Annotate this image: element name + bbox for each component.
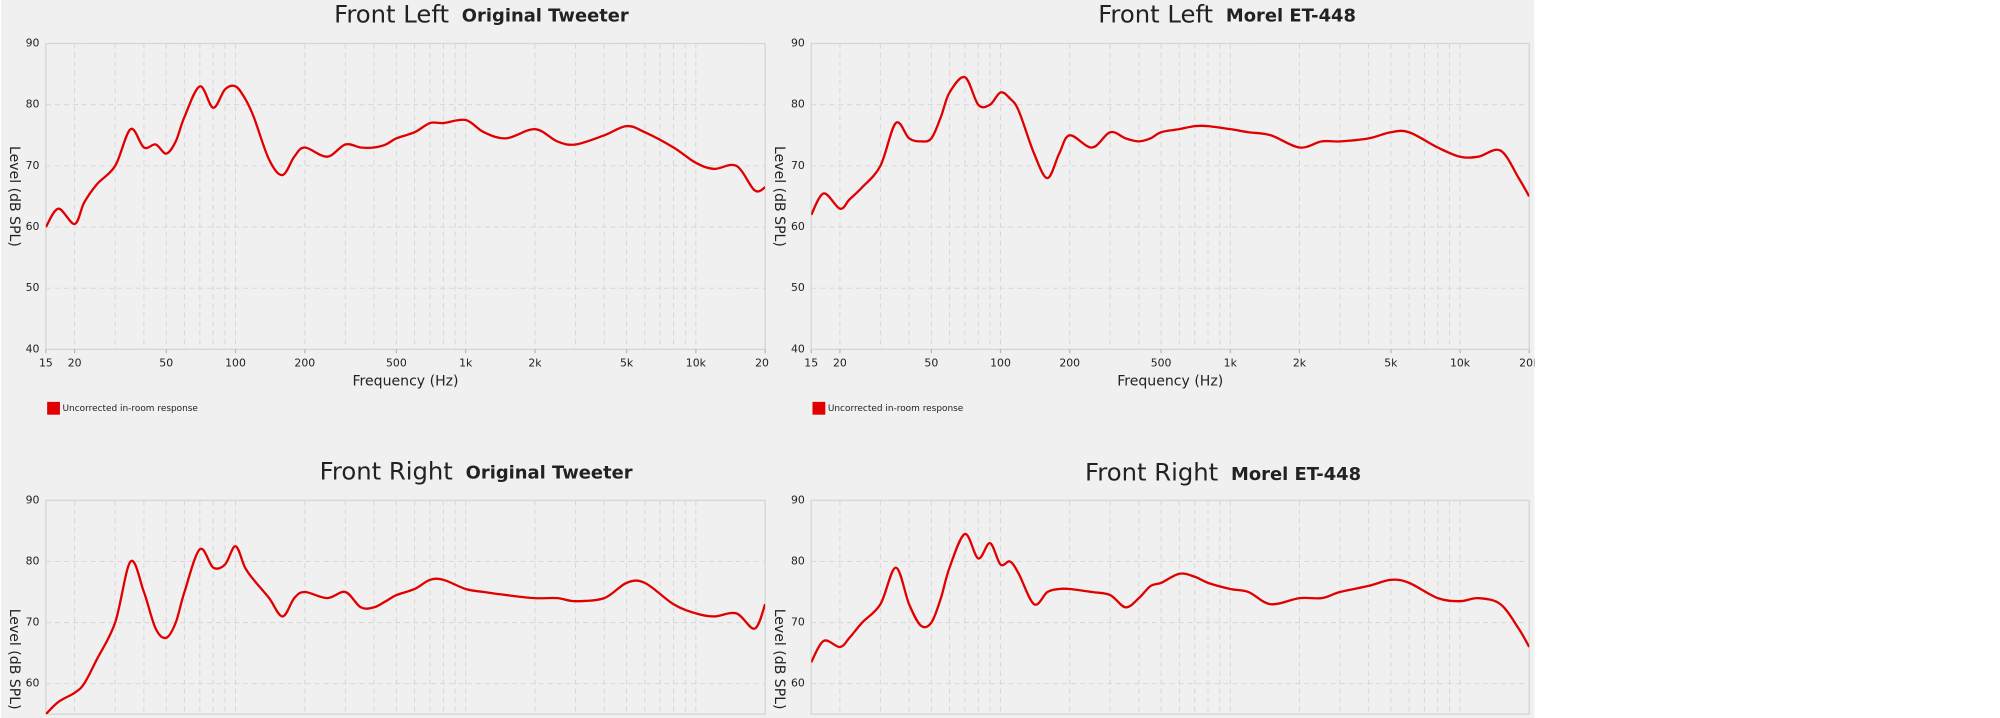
x-tick-label: 15 bbox=[804, 356, 818, 369]
x-tick-label: 200 bbox=[294, 356, 315, 369]
y-axis-label: Level (dB SPL) bbox=[771, 146, 787, 247]
x-tick-label: 100 bbox=[990, 356, 1011, 369]
x-tick-label: 2k bbox=[528, 356, 542, 369]
chart-subtitle: Original Tweeter bbox=[462, 6, 629, 27]
y-tick-label: 60 bbox=[791, 677, 805, 690]
x-tick-label: 5k bbox=[620, 356, 634, 369]
x-tick-label: 1k bbox=[1224, 356, 1238, 369]
plot-area bbox=[45, 499, 766, 715]
series-line bbox=[45, 84, 766, 228]
plot-area bbox=[810, 42, 1530, 351]
chart-title: Front Right bbox=[320, 456, 453, 485]
x-axis-label: Frequency (Hz) bbox=[1117, 373, 1223, 389]
x-tick-label: 5k bbox=[1384, 356, 1398, 369]
y-axis-label: Level (dB SPL) bbox=[6, 146, 22, 247]
y-tick-label: 70 bbox=[26, 616, 40, 629]
y-tick-label: 90 bbox=[791, 493, 805, 506]
chart-title: Front Right bbox=[1085, 458, 1218, 487]
x-tick-label: 20k bbox=[1519, 356, 1540, 369]
y-tick-label: 90 bbox=[26, 37, 40, 50]
y-tick-label: 80 bbox=[791, 98, 805, 111]
legend-label: Uncorrected in-room response bbox=[828, 404, 964, 414]
chart-panel: 60 70 80 90 Front Right Morel ET-448 Level (dB… bbox=[771, 458, 1530, 715]
y-tick-label: 90 bbox=[791, 37, 805, 50]
legend-swatch bbox=[812, 401, 826, 415]
x-tick-label: 50 bbox=[159, 356, 173, 369]
y-tick-label: 70 bbox=[791, 159, 805, 172]
x-tick-label: 500 bbox=[1151, 356, 1172, 369]
chart-title: Front Left bbox=[1098, 0, 1213, 28]
y-tick-label: 80 bbox=[26, 98, 40, 111]
y-tick-label: 90 bbox=[26, 493, 40, 506]
y-tick-label: 40 bbox=[26, 342, 40, 355]
y-axis-label: Level (dB SPL) bbox=[771, 609, 787, 710]
chart-panel: 40 50 60 70 80 90 15 20 50 100 200 500 1k 2k 5k 10k 20k F… bbox=[771, 0, 1540, 415]
x-tick-label: 20k bbox=[755, 356, 776, 369]
y-tick-label: 60 bbox=[26, 220, 40, 233]
y-tick-label: 80 bbox=[791, 554, 805, 567]
y-tick-label: 80 bbox=[26, 554, 40, 567]
y-tick-label: 70 bbox=[26, 159, 40, 172]
y-tick-label: 70 bbox=[791, 616, 805, 629]
x-tick-label: 15 bbox=[39, 356, 53, 369]
y-tick-label: 60 bbox=[26, 677, 40, 690]
chart-subtitle: Morel ET-448 bbox=[1226, 6, 1356, 27]
x-tick-label: 10k bbox=[686, 356, 707, 369]
series-line bbox=[811, 75, 1530, 216]
legend-label: Uncorrected in-room response bbox=[63, 404, 199, 414]
x-tick-label: 50 bbox=[924, 356, 938, 369]
plot-area bbox=[810, 499, 1530, 715]
x-tick-label: 2k bbox=[1293, 356, 1307, 369]
y-tick-label: 60 bbox=[791, 220, 805, 233]
y-tick-label: 50 bbox=[26, 281, 40, 294]
legend-swatch bbox=[47, 401, 60, 415]
x-tick-label: 20 bbox=[833, 356, 847, 369]
chart-panel: 40 50 60 70 80 90 15 20 50 100 200 500 1k 2k 5k 10k 20k F… bbox=[6, 0, 776, 415]
series-line bbox=[45, 545, 766, 715]
x-tick-label: 1k bbox=[459, 356, 473, 369]
x-tick-label: 500 bbox=[386, 356, 407, 369]
y-tick-label: 40 bbox=[791, 342, 805, 355]
x-tick-label: 100 bbox=[225, 356, 246, 369]
chart-panel: 60 70 80 90 Front Right Original Tweeter Level… bbox=[6, 456, 766, 715]
x-tick-label: 20 bbox=[68, 356, 82, 369]
x-axis-label: Frequency (Hz) bbox=[352, 373, 458, 389]
series-line bbox=[811, 532, 1530, 663]
chart-subtitle: Morel ET-448 bbox=[1231, 464, 1361, 485]
y-axis-label: Level (dB SPL) bbox=[6, 609, 22, 710]
chart-subtitle: Original Tweeter bbox=[466, 463, 633, 484]
x-tick-label: 10k bbox=[1450, 356, 1471, 369]
x-tick-label: 200 bbox=[1059, 356, 1080, 369]
y-tick-label: 50 bbox=[791, 281, 805, 294]
chart-title: Front Left bbox=[334, 0, 449, 28]
plot-area bbox=[45, 42, 766, 351]
